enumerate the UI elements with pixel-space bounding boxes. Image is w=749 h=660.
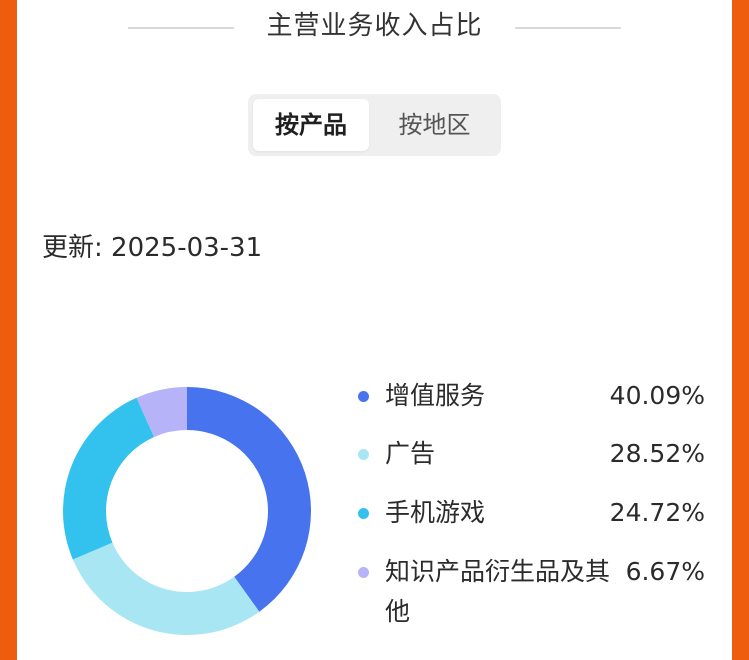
section-title: 主营业务收入占比 [266, 11, 483, 41]
legend-value: 24.72% [609, 498, 705, 527]
legend-color-dot [358, 567, 369, 578]
legend-label: 手机游戏 [385, 498, 486, 527]
legend-item[interactable]: 广告 28.52% [355, 434, 705, 474]
legend-color-dot [358, 391, 369, 402]
donut-slice-2[interactable] [72, 542, 260, 635]
header-divider-left [128, 27, 234, 29]
donut-slice-3[interactable] [63, 397, 155, 560]
breakdown-toggle: 按产品 按地区 [248, 94, 501, 156]
tab-by-region[interactable]: 按地区 [398, 111, 471, 139]
legend-item[interactable]: 增值服务 40.09% [355, 376, 705, 416]
tab-by-product[interactable]: 按产品 [253, 99, 369, 151]
revenue-breakdown-card: 主营业务收入占比 按产品 按地区 更新: 2025-03-31 增值服务 40.0… [17, 0, 732, 660]
header-divider-right [515, 27, 621, 29]
legend-color-dot [358, 449, 369, 460]
revenue-donut-chart [63, 387, 311, 635]
legend-color-dot [358, 508, 369, 519]
legend-label: 增值服务 [385, 381, 486, 410]
legend-value: 6.67% [625, 557, 705, 586]
legend-label: 知识产品衍生品及其他 [385, 557, 611, 626]
section-header: 主营业务收入占比 [17, 6, 732, 46]
legend-value: 40.09% [609, 381, 705, 410]
legend-item[interactable]: 知识产品衍生品及其他 6.67% [355, 552, 705, 626]
legend-label: 广告 [385, 439, 436, 468]
legend-value: 28.52% [609, 439, 705, 468]
legend-item[interactable]: 手机游戏 24.72% [355, 493, 705, 533]
update-date: 更新: 2025-03-31 [42, 233, 263, 263]
donut-slice-1[interactable] [187, 387, 311, 612]
donut-slice-4[interactable] [136, 387, 187, 438]
